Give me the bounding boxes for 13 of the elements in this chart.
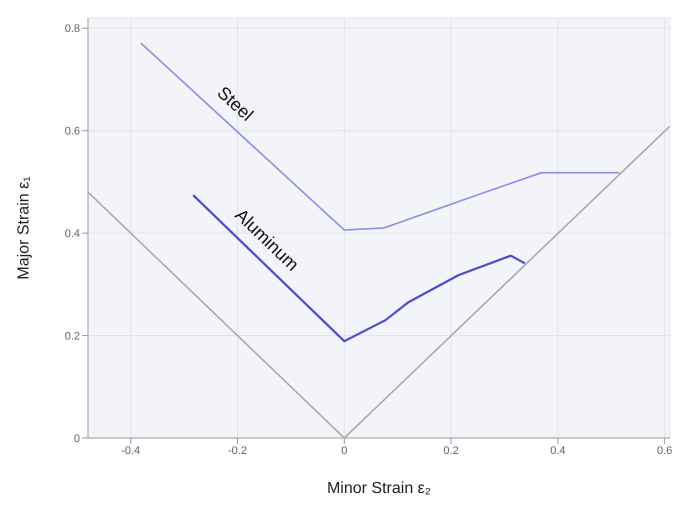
x-tick-label: 0.4 (550, 444, 566, 457)
x-axis-title: Minor Strain ε₂ (326, 480, 432, 497)
y-tick-label: 0.8 (64, 23, 80, 36)
y-tick-label: 0.4 (64, 228, 80, 240)
y-axis-title: Major Strain ε₁ (16, 176, 33, 280)
x-tick-label: -0.2 (228, 444, 247, 457)
y-tick-label: 0.6 (64, 126, 80, 138)
y-tick-label: 0 (74, 432, 80, 445)
x-tick-label: -0.4 (121, 444, 140, 457)
y-tick-label: 0.2 (64, 330, 80, 342)
x-tick-label: 0.6 (657, 444, 672, 457)
x-tick-label: 0.2 (443, 444, 459, 457)
x-tick-label: 0 (341, 444, 348, 457)
